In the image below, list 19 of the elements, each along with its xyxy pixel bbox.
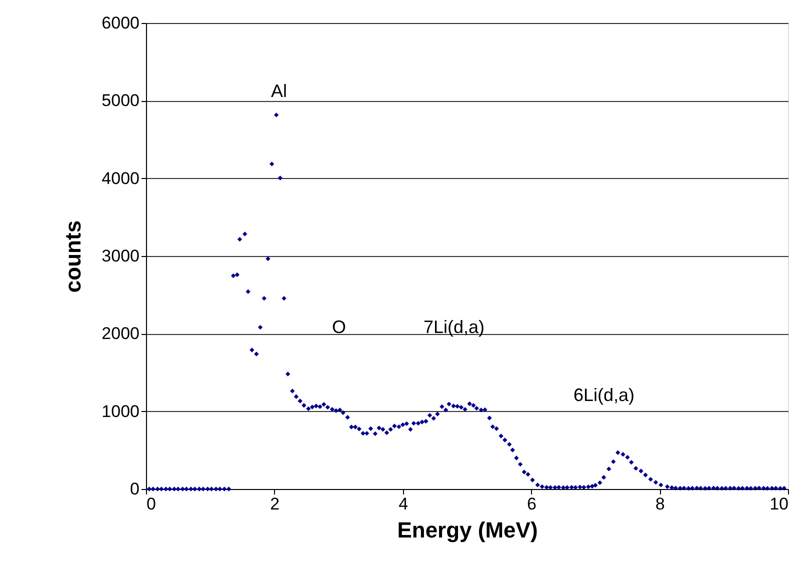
annotation: O [332,317,346,337]
annotation: 6Li(d,a) [573,385,635,405]
y-tick-label: 5000 [102,91,140,110]
y-tick-label: 0 [130,480,140,498]
x-tick-label: 0 [146,494,156,514]
x-tick-label: 2 [270,494,280,514]
y-tick-label: 1000 [102,402,140,421]
x-tick-label: 8 [655,494,665,514]
y-tick-label: 2000 [102,324,140,344]
x-tick-label: 4 [398,494,408,514]
annotation: 7Li(d,a) [423,317,485,337]
x-tick-label: 6 [526,494,536,514]
y-tick-label: 4000 [102,168,140,188]
y-axis-title: counts [60,220,86,293]
y-tick-label: 3000 [102,246,140,266]
x-tick-label: 10 [770,494,788,514]
annotation: Al [270,81,288,101]
x-axis-title: Energy (MeV) [397,518,538,542]
y-tick-label: 6000 [102,14,140,32]
